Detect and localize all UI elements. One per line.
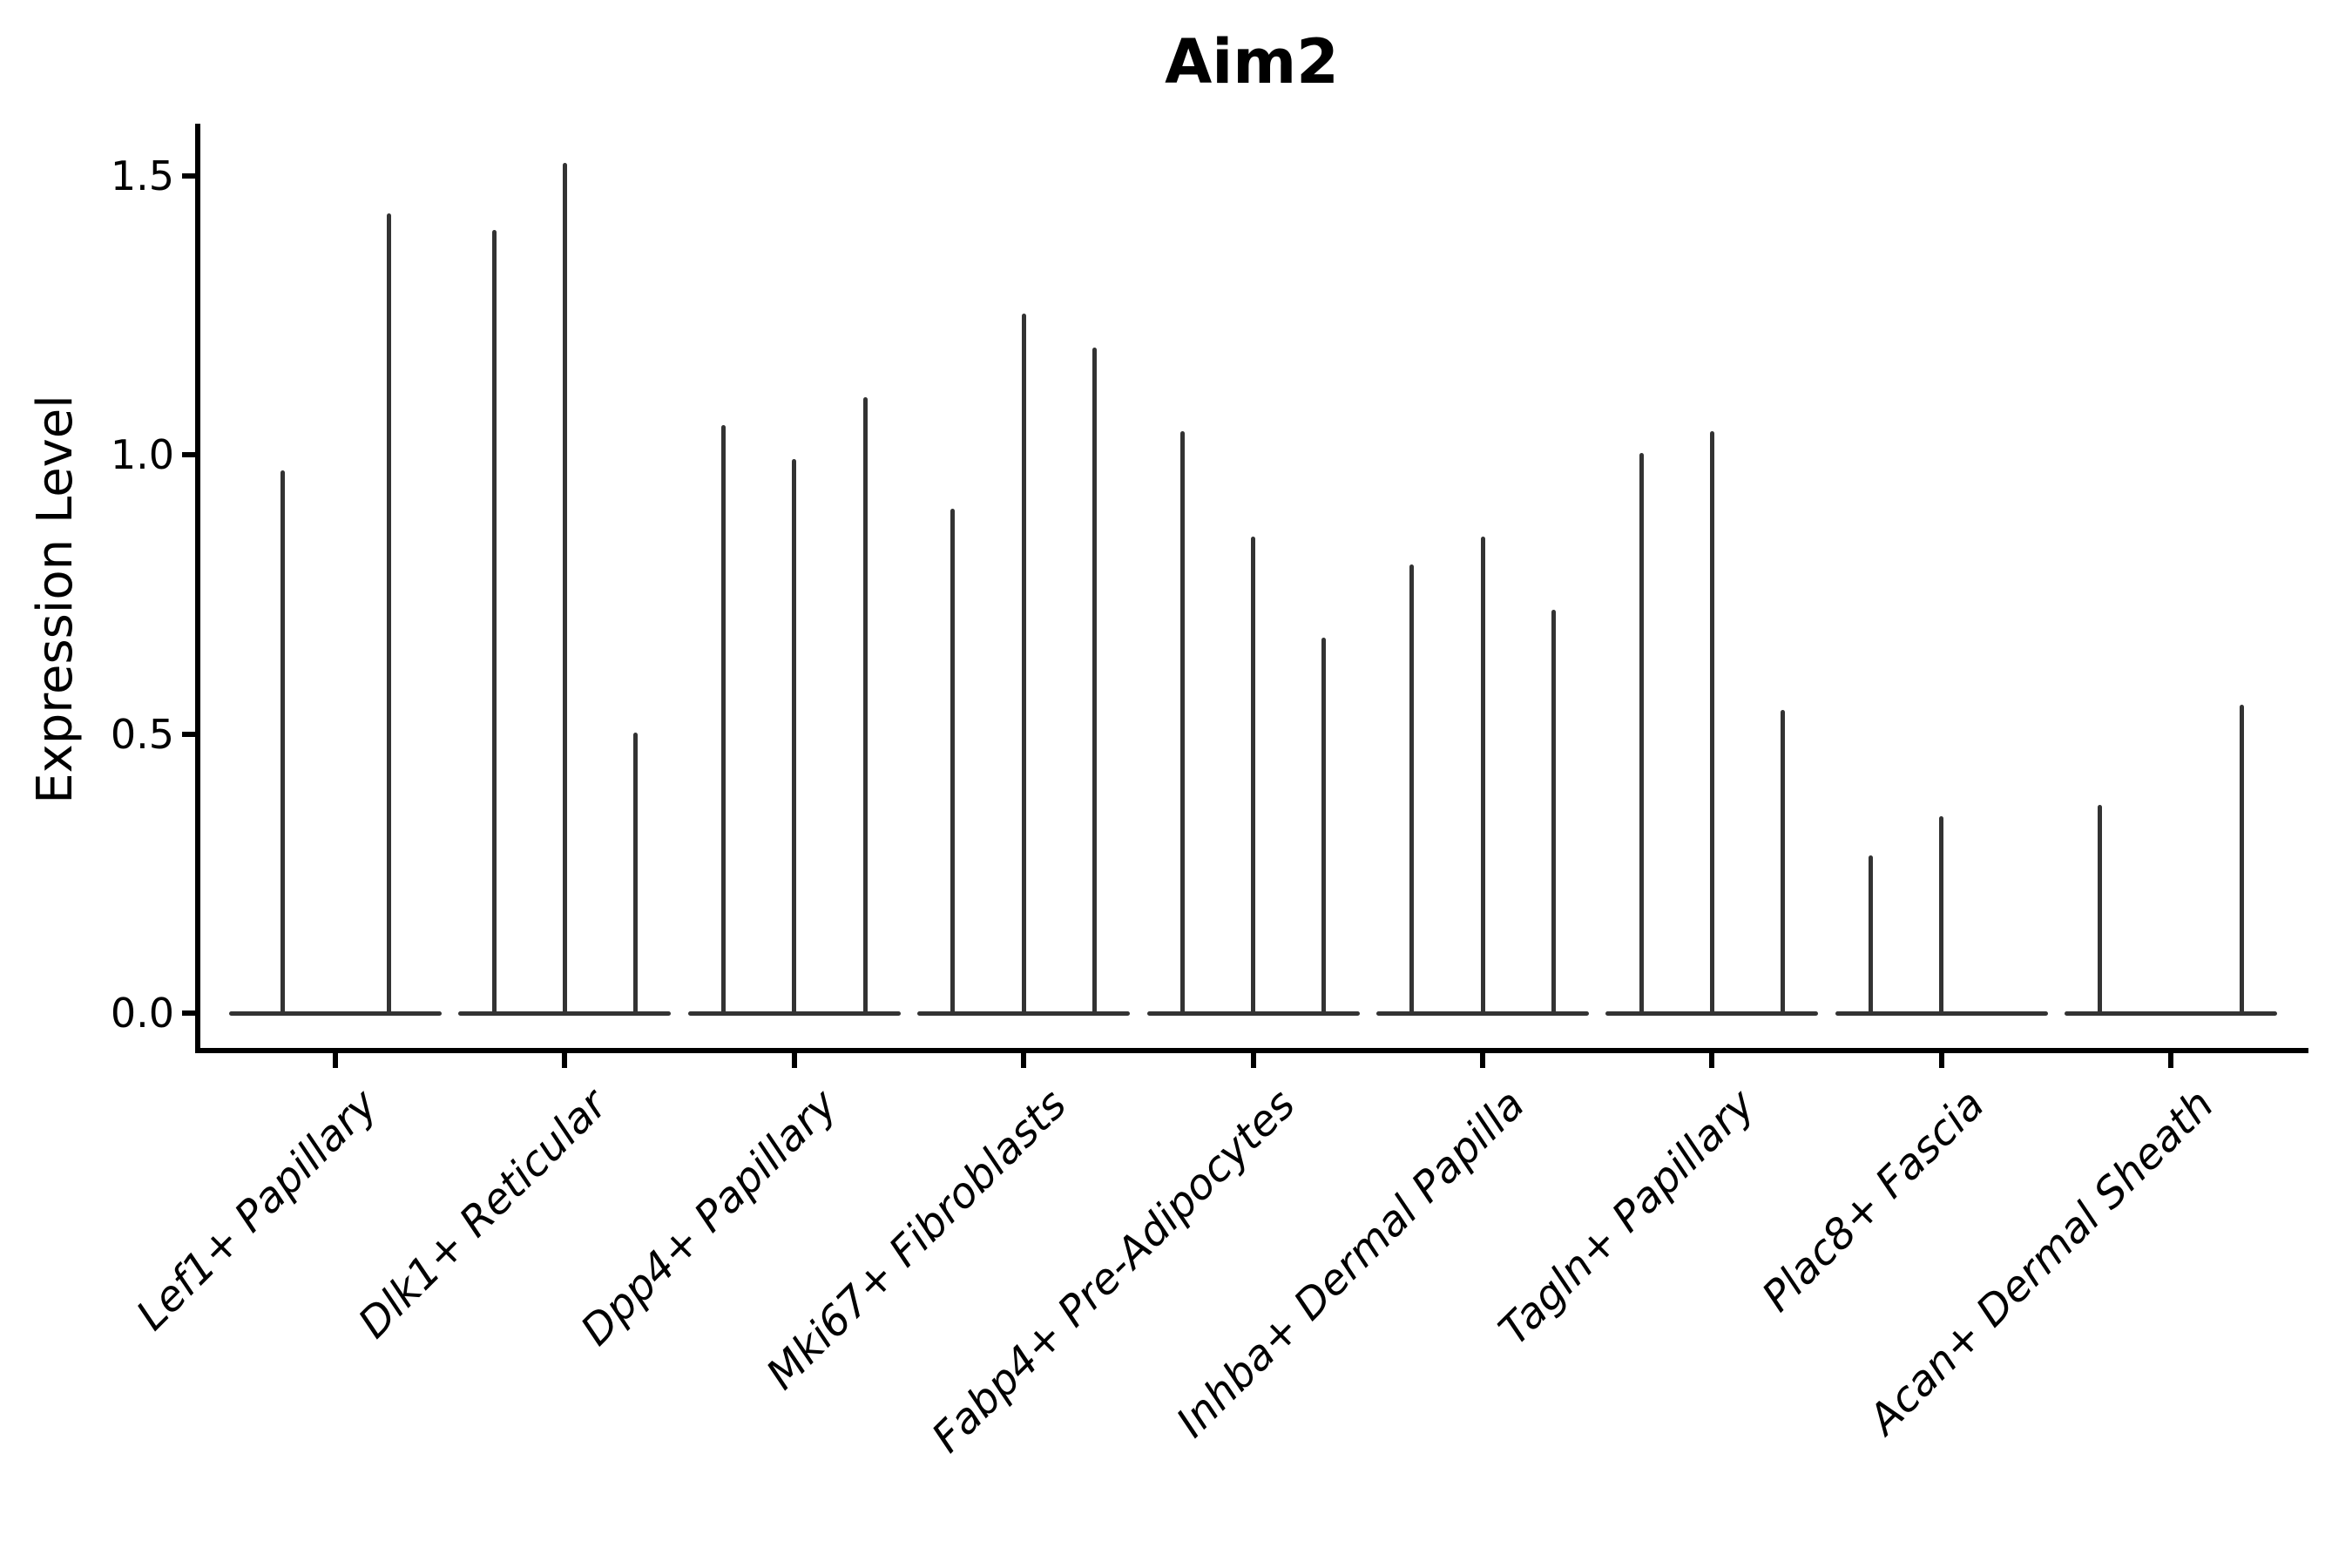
y-tick-label: 1.0 xyxy=(110,431,174,479)
violin-spike xyxy=(1639,453,1644,1015)
violin-spike xyxy=(1179,430,1185,1015)
violin-spike xyxy=(950,509,956,1015)
x-tick-label: Dpp4+ Papillary xyxy=(571,1079,847,1355)
violin-spike xyxy=(792,458,797,1015)
violin-spike xyxy=(386,213,391,1015)
y-tick-label: 0.5 xyxy=(110,710,174,758)
violin-spike xyxy=(862,397,868,1015)
y-tick-mark xyxy=(182,172,195,179)
x-tick-mark xyxy=(1021,1053,1027,1068)
violin-spike xyxy=(1409,564,1415,1015)
plot-area xyxy=(195,124,2308,1053)
x-tick-label: Tagln+ Papillary xyxy=(1489,1079,1764,1355)
violin-spike xyxy=(720,425,726,1015)
violin-spike xyxy=(633,732,639,1015)
violin-spike xyxy=(1868,855,1873,1015)
violin-spike xyxy=(1709,430,1714,1015)
x-tick-mark xyxy=(1938,1053,1944,1068)
x-tick-mark xyxy=(333,1053,338,1068)
violin-spike xyxy=(1092,347,1098,1015)
violin-spike xyxy=(1939,815,1944,1015)
y-tick-mark xyxy=(182,731,195,737)
x-tick-mark xyxy=(2168,1053,2174,1068)
violin-spike xyxy=(1251,537,1256,1015)
violin-baseline xyxy=(229,1010,442,1016)
violin-spike xyxy=(1551,609,1556,1015)
violin-spike xyxy=(2098,804,2103,1015)
x-tick-mark xyxy=(1709,1053,1715,1068)
chart-title: Aim2 xyxy=(1165,26,1339,98)
violin-spike xyxy=(1021,314,1026,1015)
violin-spike xyxy=(491,230,497,1015)
violin-spike xyxy=(562,163,567,1015)
y-tick-label: 0.0 xyxy=(110,990,174,1037)
x-tick-mark xyxy=(791,1053,797,1068)
violin-spike xyxy=(2240,704,2245,1015)
x-tick-mark xyxy=(1250,1053,1256,1068)
violin-baseline xyxy=(2065,1010,2278,1016)
violin-spike xyxy=(1321,637,1327,1015)
y-tick-label: 1.5 xyxy=(110,152,174,199)
x-tick-mark xyxy=(1480,1053,1485,1068)
x-tick-label: Dlk1+ Reticular xyxy=(348,1079,617,1348)
violin-spike xyxy=(1781,710,1786,1015)
y-tick-mark xyxy=(182,452,195,458)
x-tick-label: Lef1+ Papillary xyxy=(127,1079,388,1340)
violin-spike xyxy=(280,470,285,1015)
x-tick-mark xyxy=(562,1053,568,1068)
y-tick-mark xyxy=(182,1010,195,1016)
x-tick-label: Plac8+ Fascia xyxy=(1752,1079,1994,1321)
violin-spike xyxy=(1480,537,1485,1015)
